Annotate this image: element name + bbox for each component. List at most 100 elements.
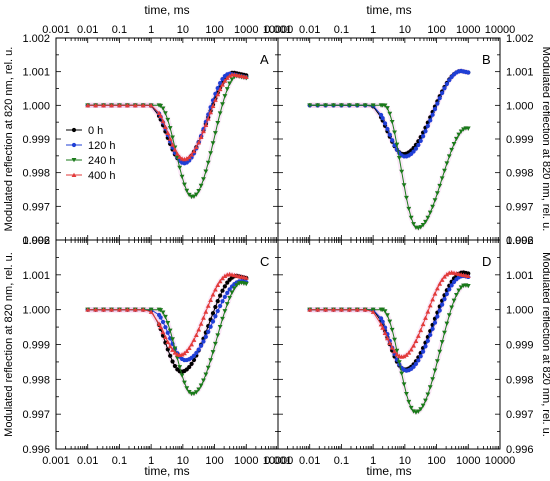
- data-point: [225, 290, 230, 295]
- panel-b: [307, 68, 471, 231]
- data-point: [184, 188, 190, 194]
- data-point: [331, 307, 336, 312]
- x-tick-label: 10000: [485, 455, 516, 467]
- data-point: [382, 330, 388, 335]
- data-point: [331, 103, 336, 108]
- data-point: [229, 290, 235, 295]
- data-point: [182, 350, 187, 356]
- data-point: [413, 361, 419, 367]
- data-point: [189, 152, 194, 157]
- data-point: [243, 275, 249, 280]
- data-point: [354, 307, 360, 312]
- data-point: [194, 350, 199, 356]
- data-point: [220, 102, 225, 107]
- data-point: [163, 334, 168, 340]
- data-point: [160, 118, 166, 124]
- data-point: [394, 348, 400, 354]
- data-point: [323, 307, 328, 312]
- data-point: [423, 315, 428, 320]
- x-tick-label: 1: [148, 455, 154, 467]
- data-point: [444, 291, 449, 297]
- data-point: [449, 147, 455, 153]
- y-axis-title: Modulated reflection at 820 nm, rel. u.: [3, 252, 15, 437]
- data-point: [442, 274, 447, 279]
- data-point: [362, 307, 368, 312]
- data-point: [160, 106, 166, 111]
- data-point: [85, 103, 91, 108]
- data-point: [167, 136, 173, 141]
- legend-label: 120 h: [88, 140, 116, 152]
- data-point: [446, 154, 452, 159]
- data-point: [160, 319, 166, 325]
- data-point: [93, 103, 99, 108]
- data-point: [416, 142, 421, 148]
- data-point: [428, 332, 433, 338]
- legend-marker: [71, 127, 77, 133]
- data-point: [158, 308, 164, 313]
- data-point: [378, 316, 384, 321]
- data-point: [206, 329, 211, 334]
- y-tick-label-right: 1.000: [506, 305, 534, 317]
- data-point: [215, 308, 220, 314]
- data-point: [394, 351, 400, 357]
- data-point: [215, 91, 221, 97]
- x-tick-label: 0.001: [264, 455, 292, 467]
- data-point: [213, 314, 218, 319]
- data-point: [196, 387, 202, 392]
- data-point: [198, 183, 204, 189]
- data-point: [170, 359, 175, 364]
- data-point: [354, 103, 360, 108]
- data-point: [215, 121, 221, 126]
- data-point: [444, 81, 449, 87]
- data-point: [186, 154, 192, 160]
- data-point: [148, 103, 154, 108]
- data-point: [430, 326, 435, 331]
- data-point: [177, 365, 183, 370]
- data-point: [218, 303, 223, 309]
- data-point: [339, 307, 344, 312]
- data-point: [439, 340, 445, 345]
- data-point: [93, 307, 99, 312]
- data-point: [170, 337, 175, 342]
- data-point: [387, 132, 392, 137]
- data-point: [227, 81, 233, 86]
- y-tick-label-right: 0.998: [506, 168, 534, 180]
- data-point: [132, 307, 138, 312]
- panel-a: [85, 70, 249, 200]
- data-point: [213, 304, 218, 310]
- data-point: [430, 297, 436, 302]
- data-point: [124, 103, 130, 108]
- data-point: [442, 168, 447, 174]
- data-point: [187, 364, 192, 370]
- y-tick-label-left: 1.001: [22, 270, 50, 282]
- data-point: [411, 364, 416, 369]
- data-point: [212, 287, 218, 292]
- data-point: [220, 82, 225, 87]
- data-point: [385, 106, 390, 111]
- x-tick-label: 1: [370, 455, 376, 467]
- data-point: [465, 273, 471, 279]
- data-point: [423, 398, 428, 403]
- data-point: [425, 215, 431, 221]
- y-tick-label-right: 1.001: [506, 270, 534, 282]
- data-point: [191, 194, 197, 199]
- data-point: [191, 353, 197, 358]
- data-point: [451, 141, 457, 147]
- data-point: [174, 355, 180, 361]
- data-point: [315, 103, 321, 108]
- data-point: [385, 126, 390, 132]
- data-point: [217, 324, 223, 330]
- data-point: [420, 223, 426, 228]
- data-point: [425, 309, 431, 314]
- data-point: [227, 73, 233, 78]
- series-240-h: [307, 103, 471, 231]
- data-point: [222, 273, 228, 278]
- panel-letter: A: [260, 52, 269, 67]
- data-point: [370, 103, 376, 108]
- data-point: [418, 225, 424, 230]
- data-point: [229, 77, 235, 82]
- data-point: [437, 308, 442, 313]
- data-point: [404, 391, 409, 397]
- data-point: [456, 288, 462, 293]
- series-halo: [309, 102, 469, 231]
